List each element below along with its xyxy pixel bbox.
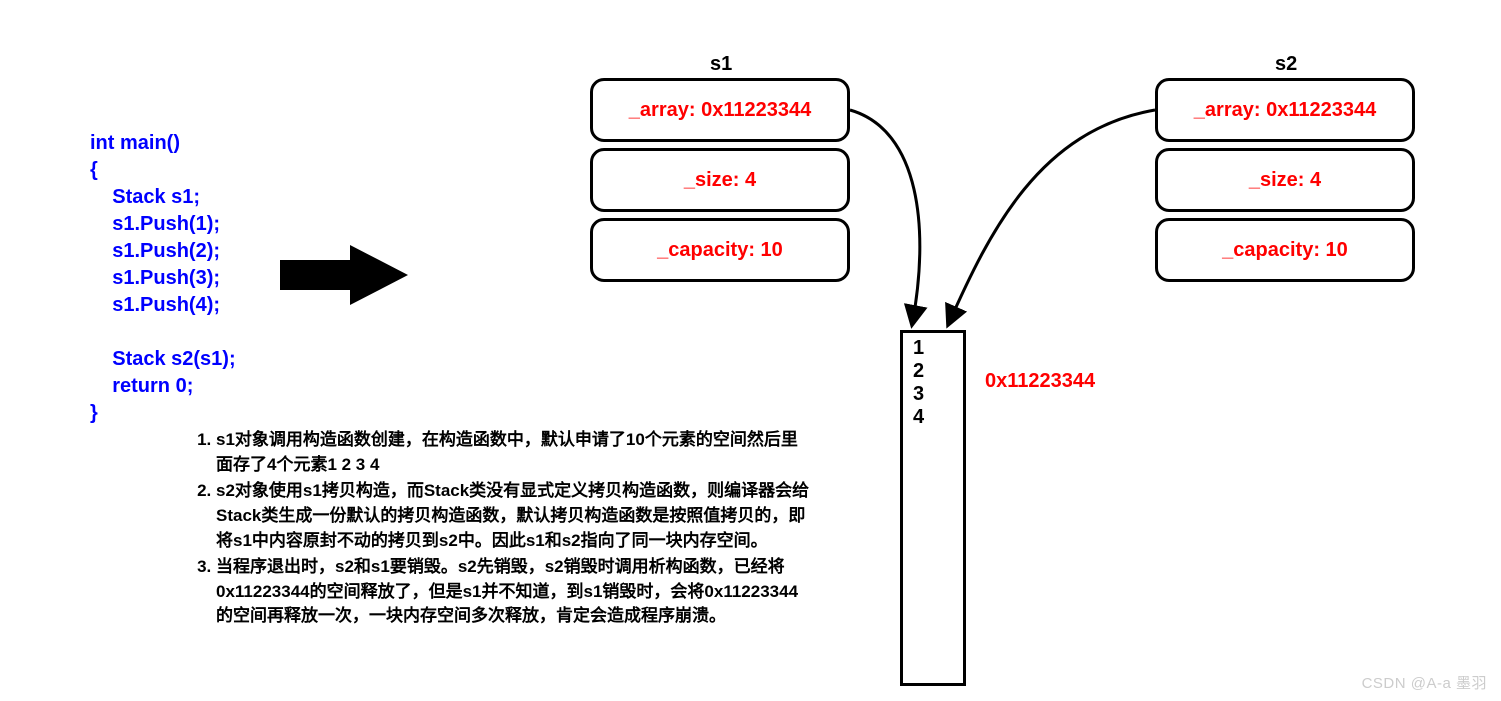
s1-capacity-cell: _capacity: 10 [590, 218, 850, 282]
s2-array-cell: _array: 0x11223344 [1155, 78, 1415, 142]
code-block: int main() { Stack s1; s1.Push(1); s1.Pu… [90, 130, 236, 427]
arrow-right-icon [280, 240, 410, 310]
s2-pointer-curve [948, 110, 1155, 325]
memory-box: 1 2 3 4 [900, 330, 966, 686]
s2-size-cell: _size: 4 [1155, 148, 1415, 212]
note-1: s1对象调用构造函数创建，在构造函数中，默认申请了10个元素的空间然后里面存了4… [216, 428, 810, 477]
s2-label: s2 [1275, 53, 1297, 76]
memory-values: 1 2 3 4 [903, 333, 963, 429]
watermark: CSDN @A-a 墨羽 [1362, 672, 1487, 693]
s2-struct: _array: 0x11223344 _size: 4 _capacity: 1… [1155, 78, 1415, 288]
note-3: 当程序退出时，s2和s1要销毁。s2先销毁，s2销毁时调用析构函数，已经将0x1… [216, 555, 810, 629]
s1-struct: _array: 0x11223344 _size: 4 _capacity: 1… [590, 78, 850, 288]
note-2: s2对象使用s1拷贝构造，而Stack类没有显式定义拷贝构造函数，则编译器会给S… [216, 479, 810, 553]
s2-capacity-cell: _capacity: 10 [1155, 218, 1415, 282]
s1-pointer-curve [850, 110, 920, 325]
s1-size-cell: _size: 4 [590, 148, 850, 212]
memory-address: 0x11223344 [985, 370, 1095, 393]
s1-array-cell: _array: 0x11223344 [590, 78, 850, 142]
notes-list: s1对象调用构造函数创建，在构造函数中，默认申请了10个元素的空间然后里面存了4… [190, 428, 810, 631]
s1-label: s1 [710, 53, 732, 76]
